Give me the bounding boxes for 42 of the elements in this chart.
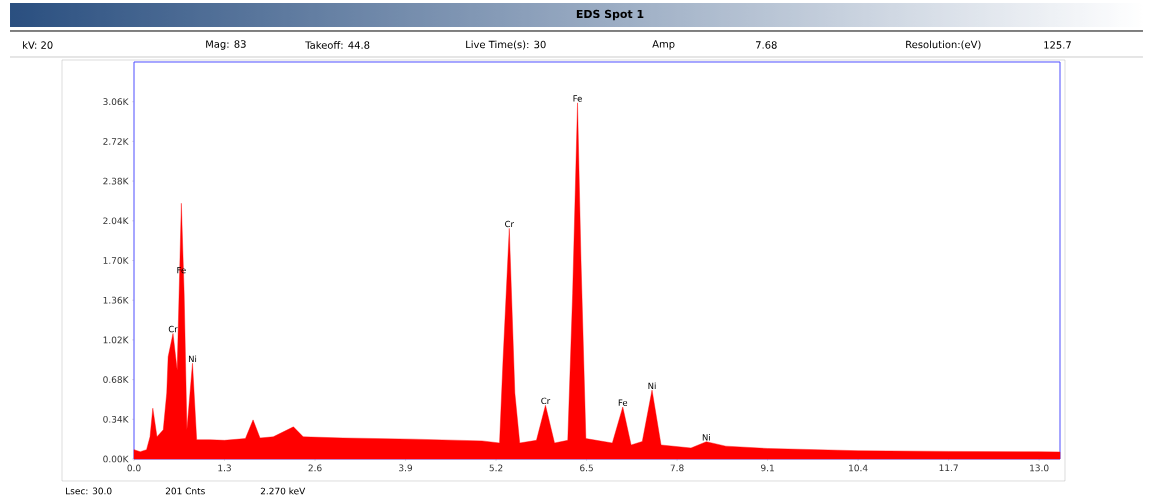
x-tick-label: 13.0	[1030, 464, 1049, 472]
text: 7.68	[756, 41, 777, 49]
y-tick-label: 1.02K	[103, 336, 129, 344]
annotation: Cr	[505, 220, 514, 228]
annotation: Cr	[168, 325, 178, 333]
x-tick-label: 10.4	[849, 464, 868, 472]
text: kV: 20	[23, 41, 53, 49]
text: Resolution:(eV)	[906, 40, 981, 50]
x-tick-label: 1.3	[218, 464, 231, 472]
y-tick-label: 1.70K	[103, 257, 129, 264]
annotation: Ni	[648, 382, 656, 389]
y-tick-label: 0.00K	[103, 455, 129, 463]
x-tick-label: 3.9	[399, 464, 413, 472]
chart-title: EDS Spot 1	[576, 9, 644, 21]
annotation: Cr	[541, 397, 551, 405]
text: Mag: 83	[206, 40, 246, 50]
text: Live Time(s): 30	[466, 40, 546, 50]
y-tick-label: 3.06K	[103, 98, 129, 106]
text: 125.7	[1044, 41, 1071, 49]
x-tick-label: 7.8	[670, 464, 684, 472]
annotation: Fe	[177, 267, 186, 274]
text: Amp	[652, 40, 675, 50]
x-tick-label: 6.5	[580, 464, 593, 472]
text: Takeoff: 44.8	[305, 41, 370, 49]
annotation: Fe	[618, 399, 628, 406]
x-tick-label: 9.1	[761, 464, 774, 472]
annotation: Ni	[702, 434, 710, 441]
x-tick-label: 11.7	[939, 464, 958, 472]
annotation: Fe	[573, 95, 582, 102]
y-tick-label: 2.72K	[103, 138, 129, 145]
text: 201 Cnts	[165, 487, 205, 495]
y-tick-label: 2.38K	[103, 177, 129, 185]
y-tick-label: 2.04K	[103, 217, 129, 225]
annotation: Ni	[188, 355, 197, 363]
y-tick-label: 0.34K	[103, 415, 129, 423]
x-tick-label: 0.0	[127, 464, 141, 472]
y-tick-label: 0.68K	[103, 376, 129, 383]
y-tick-label: 1.36K	[103, 296, 129, 304]
x-tick-label: 2.6	[308, 464, 322, 472]
x-tick-label: 5.2	[489, 464, 503, 472]
text: Lsec: 30.0	[66, 487, 112, 495]
text: 2.270 keV	[260, 487, 306, 495]
